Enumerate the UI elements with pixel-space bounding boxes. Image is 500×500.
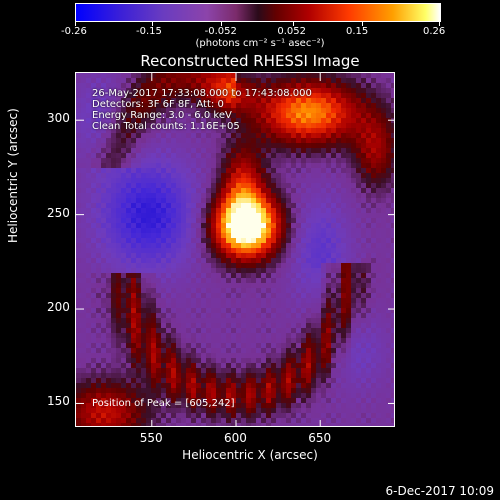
colorbar-tick-label: 0.052 bbox=[277, 26, 307, 37]
y-tick-label: 200 bbox=[47, 300, 70, 315]
colorbar bbox=[75, 3, 441, 22]
x-tick-label: 650 bbox=[308, 431, 332, 445]
info-clean: Clean Total counts: 1.16E+05 bbox=[92, 121, 240, 132]
colorbar-tick bbox=[75, 21, 76, 26]
colorbar-tick bbox=[439, 21, 440, 26]
colorbar-tick-label: -0.15 bbox=[136, 26, 162, 37]
y-tick-label: 300 bbox=[47, 111, 70, 126]
y-tick-label: 250 bbox=[47, 205, 70, 220]
colorbar-tick bbox=[152, 21, 153, 26]
x-axis-title: Heliocentric X (arcsec) bbox=[182, 448, 318, 462]
info-detectors: Detectors: 3F 6F 8F, Att: 0 bbox=[92, 99, 224, 110]
y-axis-title: Heliocentric Y (arcsec) bbox=[6, 108, 20, 243]
colorbar-tick bbox=[220, 21, 222, 26]
colorbar-tick-label: 0.15 bbox=[346, 26, 369, 37]
x-tick-label: 600 bbox=[224, 431, 247, 445]
info-energy: Energy Range: 3.0 - 6.0 keV bbox=[92, 110, 232, 121]
info-time-range: 26-May-2017 17:33:08.000 to 17:43:08.000 bbox=[92, 88, 312, 99]
colorbar-tick bbox=[362, 21, 363, 26]
chart-title: Reconstructed RHESSI Image bbox=[140, 52, 360, 70]
footer-date: 6-Dec-2017 10:09 bbox=[385, 484, 494, 498]
colorbar-tick-label: 0.26 bbox=[423, 26, 446, 37]
colorbar-tick-label: -0.26 bbox=[61, 26, 87, 37]
image-plot-area bbox=[75, 72, 395, 427]
y-tick-label: 150 bbox=[47, 394, 70, 409]
x-tick-label: 550 bbox=[139, 431, 163, 445]
colorbar-tick bbox=[293, 21, 295, 26]
colorbar-tick-label: -0.052 bbox=[204, 26, 237, 37]
colorbar-units: (photons cm⁻² s⁻¹ asec⁻²) bbox=[195, 38, 325, 49]
heatmap-image bbox=[76, 73, 394, 426]
peak-position: Position of Peak = [605,242] bbox=[92, 398, 235, 409]
